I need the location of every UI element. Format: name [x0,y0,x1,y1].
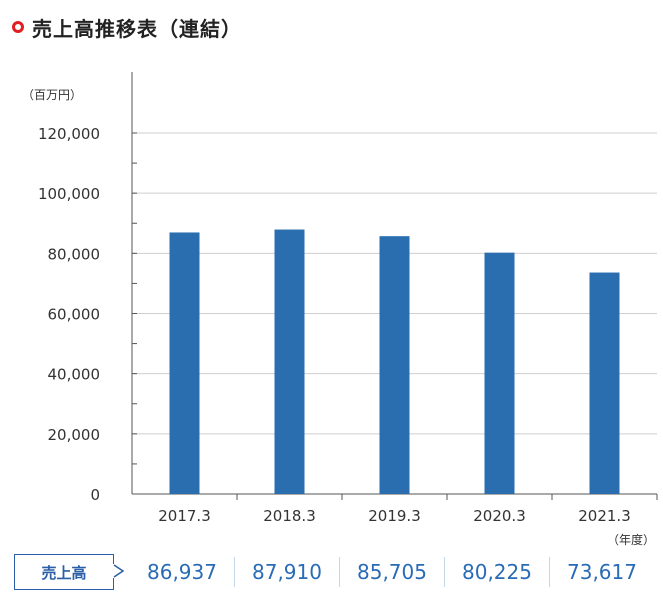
y-tick-label: 40,000 [48,366,101,384]
bar [379,236,410,495]
value-cell: 87,910 [235,557,340,587]
value-cell: 80,225 [445,557,550,587]
bar [589,272,620,494]
x-tick-label: 2018.3 [263,507,316,525]
x-axis-unit: （年度） [607,532,655,547]
row-label-sales: 売上高 [14,554,126,590]
circle-bullet-icon [12,21,24,33]
chart-title: 売上高推移表（連結） [32,16,242,41]
x-tick-label: 2020.3 [473,507,526,525]
sales-value-row: 売上高 86,937 87,910 85,705 80,225 73,617 [14,551,654,593]
value-cell: 73,617 [567,560,637,584]
x-tick-label: 2017.3 [158,507,211,525]
value-cell: 86,937 [130,557,235,587]
bar [169,232,200,494]
value-cell: 85,705 [340,557,445,587]
bar [484,252,515,494]
bar [274,229,305,494]
x-tick-label: 2019.3 [368,507,421,525]
row-label-text: 売上高 [41,563,87,582]
y-tick-label: 100,000 [38,185,100,203]
y-tick-label: 0 [90,486,100,504]
y-tick-label: 80,000 [48,245,101,263]
chart-title-row: 売上高推移表（連結） [12,11,242,43]
chevron-right-icon [112,564,126,578]
y-tick-label: 20,000 [48,426,101,444]
y-axis-unit: （百万円） [22,88,82,102]
value-list: 86,937 87,910 85,705 80,225 73,617 [130,557,654,587]
x-tick-label: 2021.3 [578,507,631,525]
y-tick-label: 120,000 [38,125,100,143]
y-tick-label: 60,000 [48,306,101,324]
bar-chart: 0 20,000 40,000 60,000 80,000 100,000 120,000 （… [22,72,658,547]
